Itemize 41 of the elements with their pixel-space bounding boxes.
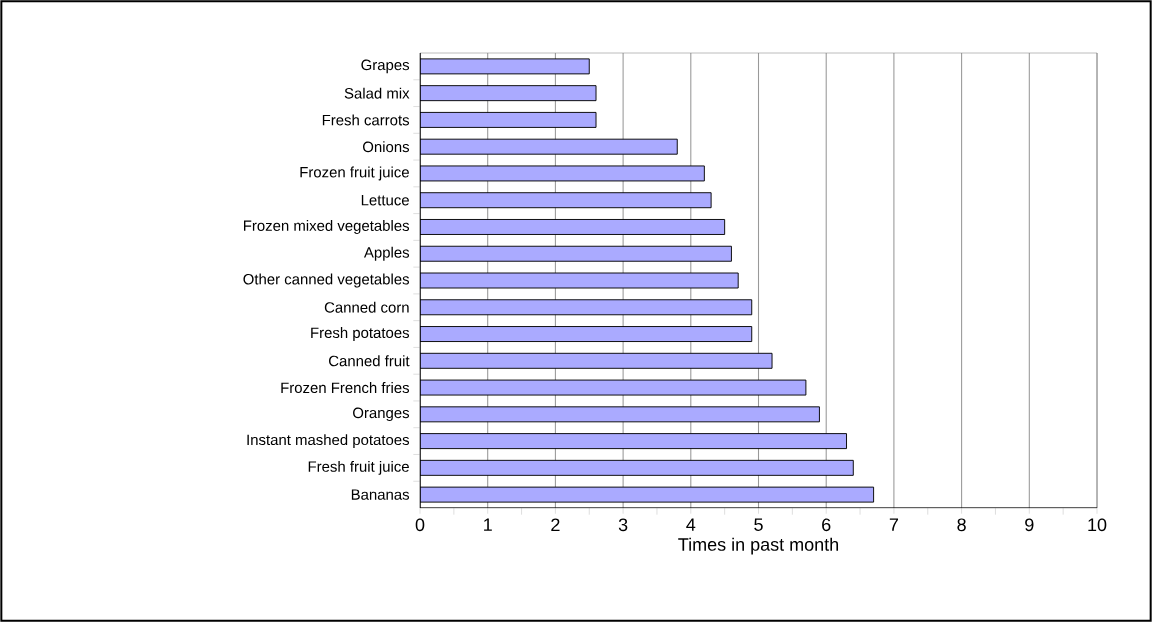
x-tick-label: 1: [484, 518, 492, 531]
y-tick-label: Grapes: [361, 59, 410, 74]
bar: [420, 219, 726, 235]
y-tick-label: Lettuce: [361, 195, 409, 206]
y-tick-label: Onions: [363, 141, 410, 153]
y-tick-label: Canned fruit: [329, 355, 410, 367]
x-tick-label: 9: [1025, 518, 1034, 532]
bar: [420, 352, 773, 369]
y-tick-label: Oranges: [353, 407, 410, 422]
y-tick-label: Fresh carrots: [322, 114, 410, 126]
x-tick-label: 3: [618, 518, 628, 532]
y-tick-label: Instant mashed potatoes: [247, 434, 410, 449]
y-tick-label: Salad mix: [344, 87, 410, 99]
y-tick-label: Fresh potatoes: [311, 327, 410, 341]
x-axis-title: Times in past month: [678, 537, 839, 555]
x-tick-label: 7: [889, 518, 899, 531]
x-tick-label: 0: [415, 518, 425, 532]
y-tick-label: Apples: [363, 246, 410, 261]
y-tick-label: Frozen mixed vegetables: [244, 220, 410, 234]
bar: [420, 433, 847, 450]
y-tick-label: Bananas: [351, 489, 410, 500]
x-tick-label: 4: [686, 518, 696, 531]
x-tick-label: 8: [957, 518, 966, 532]
bar: [420, 299, 753, 316]
y-tick-label: Frozen French fries: [281, 382, 410, 394]
bar: [420, 85, 597, 102]
bar: [420, 406, 820, 423]
x-tick-label: 6: [822, 518, 831, 532]
bar: [420, 138, 678, 155]
y-tick-label: Fresh fruit juice: [308, 460, 409, 475]
x-tick-label: 10: [1088, 518, 1107, 532]
y-tick-label: Other canned vegetables: [243, 273, 410, 288]
bar: [420, 111, 597, 128]
y-tick-label: Canned corn: [324, 301, 409, 313]
bar: [420, 192, 712, 209]
x-tick-label: 5: [754, 518, 763, 531]
bar: [420, 326, 753, 342]
bar: [420, 459, 854, 476]
y-tick-label: Frozen fruit juice: [300, 166, 409, 181]
bar: [420, 245, 732, 262]
x-tick-label: 2: [551, 518, 560, 531]
